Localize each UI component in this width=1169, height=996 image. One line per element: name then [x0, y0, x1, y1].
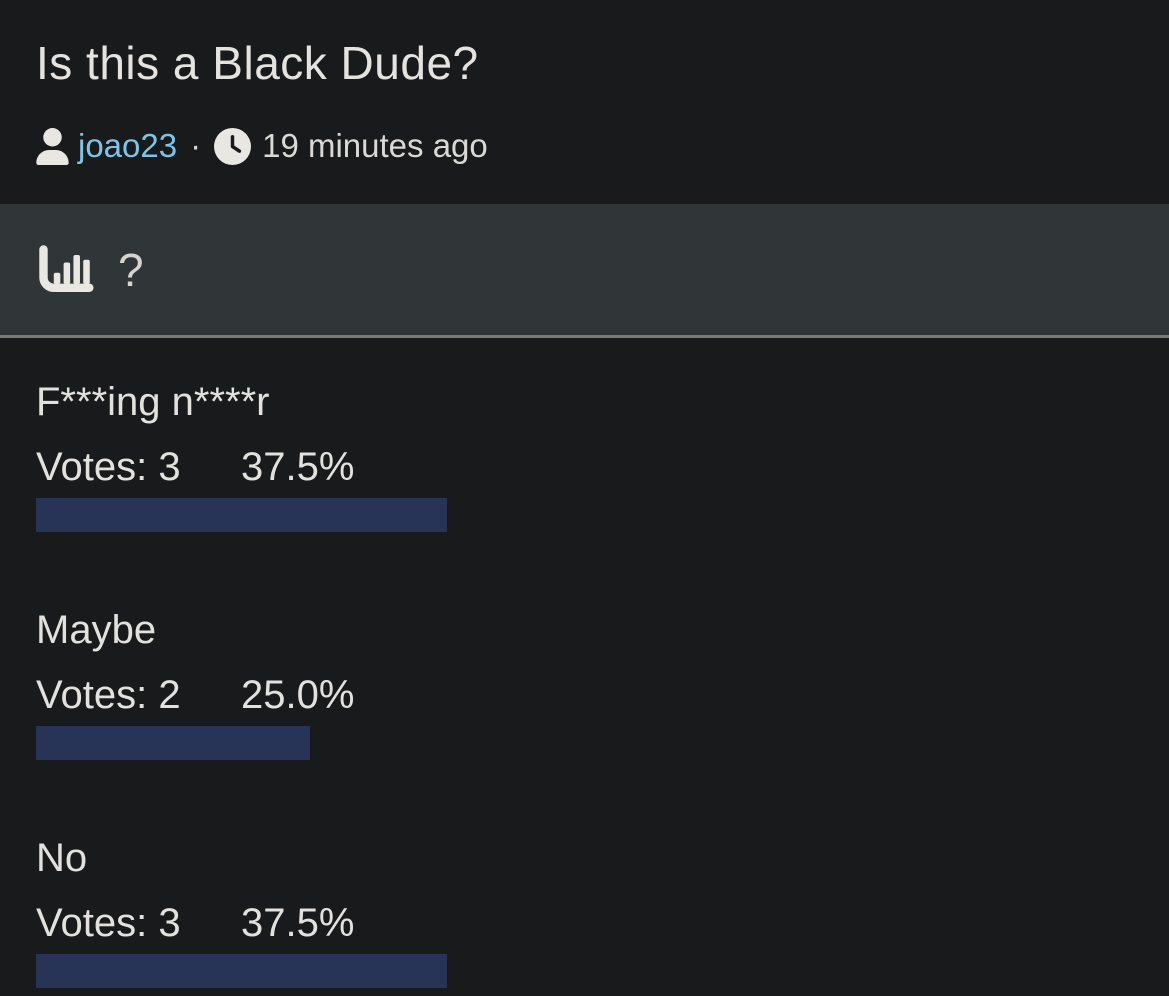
poll-results: F***ing n****r Votes: 3 37.5% Maybe Vote… — [0, 338, 1169, 988]
poll-option-bar-track — [36, 726, 1133, 760]
poll-option: No Votes: 3 37.5% — [36, 834, 1133, 988]
post-title: Is this a Black Dude? — [36, 37, 479, 89]
poll-option-votes: Votes: 3 — [36, 901, 181, 945]
poll-option-percent: 25.0% — [241, 673, 355, 717]
poll-option-bar-track — [36, 954, 1133, 988]
poll-option: F***ing n****r Votes: 3 37.5% — [36, 378, 1133, 532]
poll-option-votes-row: Votes: 3 37.5% — [36, 899, 1133, 947]
user-icon — [36, 127, 69, 165]
author-link[interactable]: joao23 — [78, 127, 178, 164]
poll-banner: ? — [0, 204, 1169, 338]
poll-option-bar — [36, 726, 311, 760]
poll-option-percent: 37.5% — [241, 445, 355, 489]
poll-option-votes: Votes: 2 — [36, 673, 181, 717]
poll-option-votes-row: Votes: 2 25.0% — [36, 671, 1133, 719]
bar-chart-icon — [36, 244, 94, 296]
poll-option-votes: Votes: 3 — [36, 445, 181, 489]
poll-option: Maybe Votes: 2 25.0% — [36, 606, 1133, 760]
clock-icon — [214, 127, 252, 165]
poll-option-bar — [36, 498, 448, 532]
poll-option-label: Maybe — [36, 608, 157, 652]
poll-option-bar — [36, 954, 448, 988]
post-meta: joao23 · 19 minutes ago — [36, 123, 1133, 169]
meta-separator: · — [190, 127, 202, 164]
poll-option-votes-row: Votes: 3 37.5% — [36, 443, 1133, 491]
poll-option-label: No — [36, 836, 88, 880]
post-timestamp: 19 minutes ago — [262, 127, 488, 164]
poll-option-bar-track — [36, 498, 1133, 532]
post-header: Is this a Black Dude? joao23 · 19 minute… — [0, 0, 1169, 169]
poll-option-label: F***ing n****r — [36, 380, 270, 424]
poll-option-percent: 37.5% — [241, 901, 355, 945]
poll-question-placeholder: ? — [118, 243, 144, 296]
